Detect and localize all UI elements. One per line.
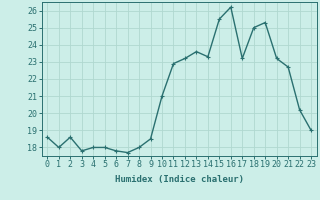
- X-axis label: Humidex (Indice chaleur): Humidex (Indice chaleur): [115, 175, 244, 184]
